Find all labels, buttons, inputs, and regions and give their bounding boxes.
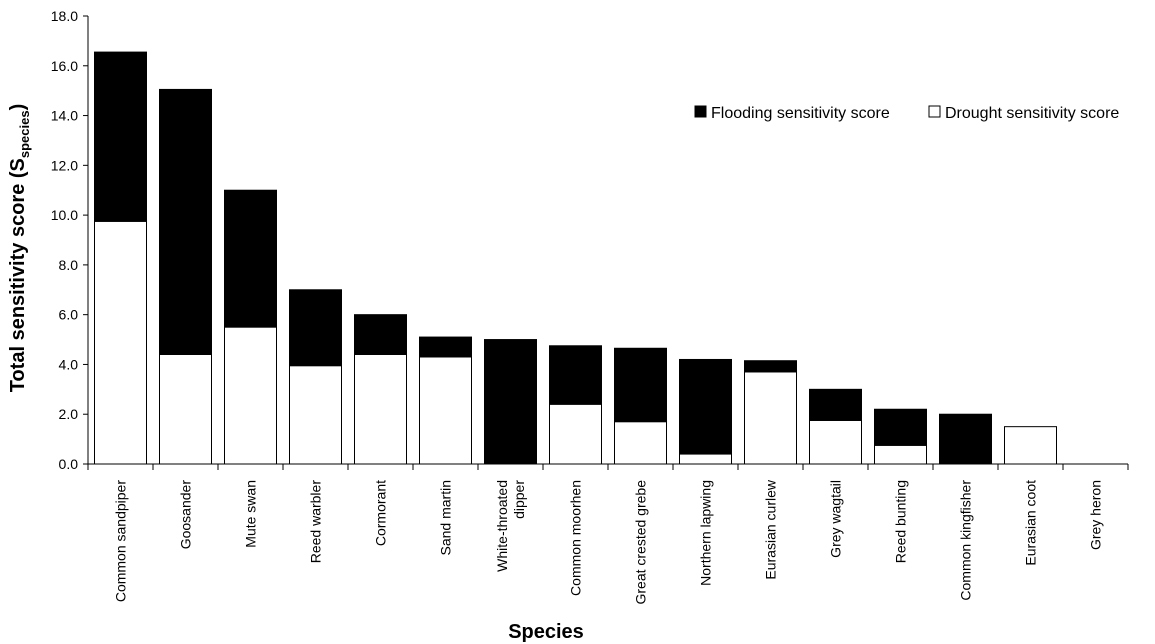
bar-flooding	[224, 189, 277, 328]
bar-drought	[1004, 426, 1057, 465]
x-category-label: Goosander	[178, 480, 194, 550]
bar-flooding	[289, 289, 342, 367]
bar-flooding	[874, 408, 927, 446]
y-tick-label: 10.0	[51, 207, 78, 223]
x-category-label: Sand martin	[438, 480, 454, 555]
y-tick-label: 12.0	[51, 157, 78, 173]
x-category-label: Common moorhen	[568, 480, 584, 596]
x-category-label: Grey heron	[1088, 480, 1104, 550]
bar-drought	[94, 220, 147, 465]
x-axis-title: Species	[508, 621, 584, 643]
bar-flooding	[484, 339, 537, 465]
x-category-label: Cormorant	[373, 480, 389, 546]
bar-drought	[354, 353, 407, 465]
legend-label-drought: Drought sensitivity score	[945, 105, 1119, 122]
legend-swatch-drought	[928, 105, 941, 118]
bar-flooding	[614, 347, 667, 423]
bar-flooding	[809, 388, 862, 421]
bar-drought	[874, 444, 927, 465]
y-tick-label: 8.0	[59, 257, 79, 273]
y-tick-label: 0.0	[59, 456, 79, 472]
y-axis-title: Total sensitivity score (Sspecies)	[7, 104, 32, 393]
x-category-label: Mute swan	[243, 480, 259, 548]
bar-flooding	[419, 336, 472, 358]
bar-drought	[224, 326, 277, 465]
x-category-label: Reed warbler	[308, 480, 324, 564]
x-category-label: Eurasian curlew	[763, 479, 779, 579]
y-tick-label: 16.0	[51, 58, 78, 74]
x-category-label: Common kingfisher	[958, 480, 974, 601]
y-tick-label: 2.0	[59, 406, 79, 422]
y-axis-ticks: 0.0 2.0 4.0 6.0 8.0 10.0 12.0 14.0 16.0 18.0	[51, 8, 88, 472]
y-tick-label: 14.0	[51, 108, 78, 124]
x-axis-labels: Common sandpiper Goosander Mute swan Reed w…	[87, 464, 1129, 605]
x-category-label: White-throateddipper	[494, 480, 527, 572]
y-axis-title-close: )	[7, 104, 29, 111]
y-tick-label: 18.0	[51, 8, 78, 24]
bar-flooding	[744, 360, 797, 373]
bars-group	[94, 51, 1057, 465]
bar-drought	[159, 353, 212, 465]
x-category-label: Northern lapwing	[698, 480, 714, 586]
y-tick-label: 6.0	[59, 307, 79, 323]
x-category-label: Great crested grebe	[633, 480, 649, 605]
legend: Flooding sensitivity score Drought sensi…	[694, 105, 1119, 122]
bar-drought	[614, 421, 667, 465]
y-tick-label: 4.0	[59, 356, 79, 372]
x-category-label: Eurasian coot	[1023, 480, 1039, 566]
bar-flooding	[679, 358, 732, 455]
x-category-label: Grey wagtail	[828, 480, 844, 558]
bar-drought	[679, 453, 732, 465]
bar-flooding	[94, 51, 147, 222]
bar-drought	[809, 419, 862, 465]
bar-flooding	[549, 345, 602, 405]
y-axis-title-subscript: species	[17, 110, 32, 158]
bar-flooding	[159, 88, 212, 355]
bar-drought	[744, 371, 797, 465]
bar-drought	[289, 365, 342, 465]
bar-drought	[549, 403, 602, 465]
x-category-label: Reed bunting	[893, 480, 909, 563]
y-axis-title-main: Total sensitivity score (S	[7, 158, 29, 392]
bar-flooding	[939, 413, 992, 465]
x-category-label: Common sandpiper	[113, 480, 129, 603]
legend-label-flooding: Flooding sensitivity score	[711, 105, 890, 122]
bar-drought	[419, 356, 472, 465]
bar-flooding	[354, 314, 407, 355]
legend-swatch-flooding	[694, 105, 707, 118]
